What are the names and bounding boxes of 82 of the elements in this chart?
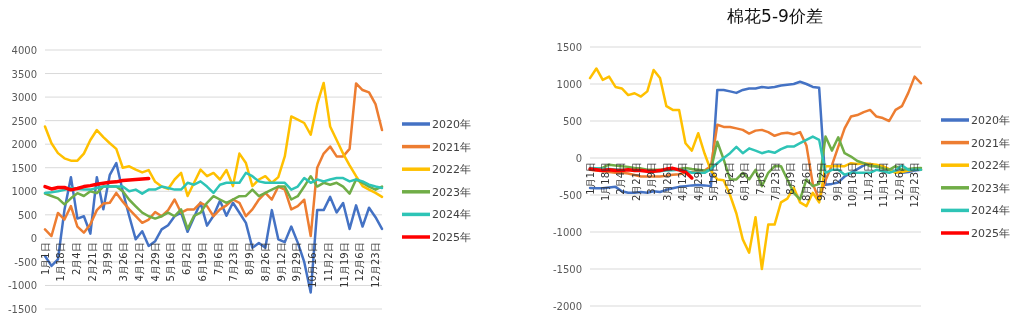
x-tick-label: 2月4日 (70, 242, 82, 276)
line-series (43, 176, 151, 192)
x-tick-label: 3月26日 (118, 242, 130, 282)
y-tick-label: 1500 (556, 42, 582, 53)
y-tick-label: -2000 (552, 301, 582, 312)
x-tick-label: 7月23日 (228, 242, 240, 282)
y-tick-label: -1000 (7, 280, 37, 292)
x-tick-label: 3月9日 (646, 162, 658, 195)
x-tick-label: 4月29日 (692, 162, 704, 202)
legend-label: 2022年 (971, 159, 1010, 173)
x-tick-label: 8月26日 (259, 242, 271, 282)
x-tick-label: 12月6日 (354, 242, 366, 282)
y-tick-label: 0 (30, 233, 37, 245)
x-tick-label: 10月16日 (847, 162, 859, 208)
x-tick-label: 8月9日 (244, 242, 256, 276)
legend-label: 2023年 (432, 185, 471, 199)
x-tick-label: 11月2日 (322, 242, 334, 282)
y-tick-label: 0 (575, 153, 582, 164)
x-tick-label: 7月23日 (770, 162, 782, 202)
x-tick-label: 12月23日 (909, 162, 921, 208)
x-tick-label: 8月26日 (800, 162, 812, 202)
line-series (43, 174, 384, 231)
y-tick-label: 2000 (11, 139, 37, 151)
x-tick-label: 4月12日 (133, 242, 145, 282)
legend-label: 2021年 (971, 136, 1010, 150)
x-tick-label: 7月6日 (754, 162, 766, 195)
x-tick-label: 11月19日 (878, 162, 890, 208)
y-tick-label: -500 (559, 190, 582, 201)
x-tick-label: 3月9日 (102, 242, 114, 276)
y-tick-label: 3500 (11, 68, 37, 80)
y-tick-label: 1500 (11, 162, 37, 174)
x-tick-label: 9月12日 (275, 242, 287, 282)
x-tick-label: 12月23日 (370, 242, 382, 288)
x-tick-label: 1月18日 (55, 242, 67, 282)
legend-label: 2025年 (971, 227, 1010, 240)
line-series (43, 81, 384, 199)
x-tick-label: 7月6日 (212, 242, 224, 276)
x-tick-label: 12月6日 (893, 162, 905, 202)
legend-label: 2020年 (971, 114, 1010, 127)
x-tick-label: 2月21日 (630, 162, 642, 202)
x-tick-label: 1月1日 (584, 162, 596, 195)
y-tick-label: 3000 (11, 92, 37, 104)
x-tick-label: 11月19日 (338, 242, 350, 288)
legend-label: 2020年 (432, 118, 471, 131)
legend-label: 2022年 (432, 163, 471, 177)
x-tick-label: 5月16日 (708, 162, 720, 202)
x-tick-label: 2月4日 (615, 162, 627, 195)
y-tick-label: 500 (562, 116, 582, 127)
legend-label: 2021年 (432, 140, 471, 154)
x-tick-label: 6月2日 (181, 242, 193, 276)
y-tick-label: -1000 (552, 227, 582, 238)
x-tick-label: 9月12日 (816, 162, 828, 202)
x-tick-label: 8月9日 (785, 162, 797, 195)
y-tick-label: 500 (17, 209, 37, 221)
y-tick-label: 4000 (11, 45, 37, 56)
x-tick-label: 2月21日 (86, 242, 98, 282)
x-tick-label: 9月29日 (831, 162, 843, 202)
line-series (43, 171, 384, 195)
chart-title: 棉花5-9价差 (727, 6, 823, 26)
legend-label: 2024年 (432, 208, 471, 222)
legend-label: 2025年 (432, 231, 471, 244)
x-tick-label: 6月2日 (723, 162, 735, 195)
y-tick-label: 1000 (556, 79, 582, 90)
x-tick-label: 11月2日 (862, 162, 874, 202)
y-tick-label: -500 (14, 256, 37, 268)
x-tick-label: 3月26日 (661, 162, 673, 202)
x-tick-label: 6月19日 (196, 242, 208, 282)
y-tick-label: -1500 (552, 264, 582, 275)
x-tick-label: 6月19日 (739, 162, 751, 202)
x-tick-label: 4月12日 (677, 162, 689, 202)
x-tick-label: 1月1日 (39, 242, 51, 276)
legend-label: 2023年 (971, 181, 1010, 195)
y-tick-label: -1500 (7, 304, 37, 315)
x-tick-label: 9月29日 (291, 242, 303, 282)
x-tick-label: 1月18日 (599, 162, 611, 202)
x-tick-label: 10月16日 (307, 242, 319, 288)
y-tick-label: 2500 (11, 115, 37, 127)
x-tick-label: 4月29日 (149, 242, 161, 282)
legend-label: 2024年 (971, 204, 1010, 218)
line-series (43, 82, 384, 238)
x-tick-label: 5月16日 (165, 242, 177, 282)
y-tick-label: 1000 (11, 186, 37, 198)
